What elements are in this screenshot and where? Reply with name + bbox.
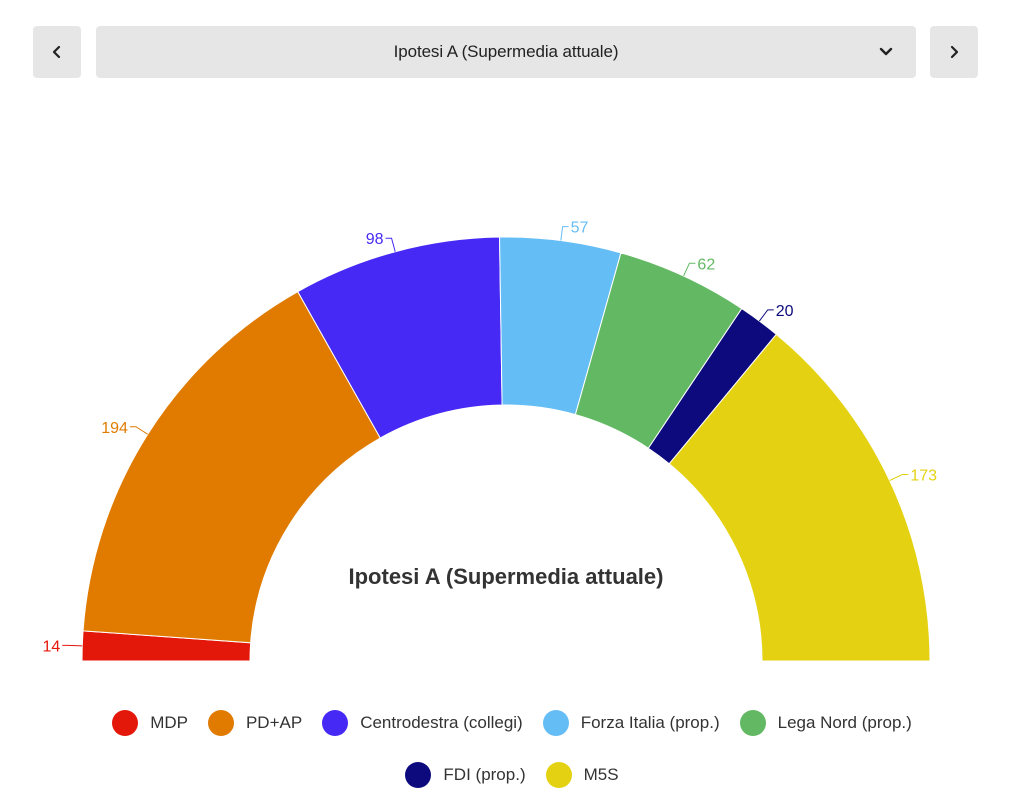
scenario-select[interactable]: Ipotesi A (Supermedia attuale) [96, 26, 916, 78]
legend-swatch [207, 710, 234, 736]
legend-label: Forza Italia (prop.) [580, 713, 720, 732]
legend-label: M5S [583, 765, 619, 784]
legend-swatch [322, 710, 349, 736]
legend-item[interactable]: M5S [545, 762, 619, 788]
legend-item[interactable]: Lega Nord (prop.) [739, 710, 912, 736]
legend-swatch [545, 762, 572, 788]
chevron-left-icon [52, 45, 61, 59]
legend-item[interactable]: PD+AP [207, 710, 303, 736]
data-label: 98 [366, 231, 384, 248]
legend-item[interactable]: Forza Italia (prop.) [542, 710, 720, 736]
legend-item[interactable]: Centrodestra (collegi) [322, 710, 523, 736]
legend-label: FDI (prop.) [443, 765, 526, 784]
legend: FDI (prop.) M5S [0, 762, 1024, 788]
chevron-right-icon [950, 45, 959, 59]
parliament-chart: 14 194 98 57 62 20 173 Ipotesi A (Supermedia a… [42, 220, 937, 662]
data-label: 57 [571, 220, 589, 237]
legend-label: Lega Nord (prop.) [777, 713, 912, 732]
legend-item[interactable]: MDP [112, 710, 188, 736]
legend-label: MDP [150, 713, 188, 732]
legend-swatch [739, 710, 766, 736]
legend-label: Centrodestra (collegi) [360, 713, 523, 732]
data-label: 62 [697, 256, 715, 273]
data-label: 173 [910, 468, 937, 485]
data-label-connector [889, 474, 909, 481]
data-label-connector [385, 237, 396, 252]
chart-title: Ipotesi A (Supermedia attuale) [349, 564, 664, 589]
legend-item[interactable]: FDI (prop.) [405, 762, 526, 788]
next-button[interactable] [930, 26, 978, 78]
legend-swatch [542, 710, 569, 736]
legend-swatch [112, 710, 139, 736]
data-label: 194 [101, 420, 128, 437]
data-label-connector [683, 262, 696, 277]
legend: MDP PD+AP Centrodestra (collegi) Forza Ital… [0, 710, 1024, 736]
legend-swatch [405, 762, 432, 788]
legend-label: PD+AP [245, 713, 303, 732]
data-label-connector [129, 426, 148, 435]
slice-pd-ap[interactable] [82, 290, 381, 644]
data-label-connector [560, 226, 569, 241]
chevron-down-icon [879, 47, 893, 56]
scenario-select-value: Ipotesi A (Supermedia attuale) [393, 42, 619, 61]
data-label-connector [758, 309, 774, 322]
slice-m5s[interactable] [668, 333, 931, 662]
data-label: 14 [42, 638, 60, 655]
data-label: 20 [776, 303, 794, 320]
previous-button[interactable] [33, 26, 81, 78]
